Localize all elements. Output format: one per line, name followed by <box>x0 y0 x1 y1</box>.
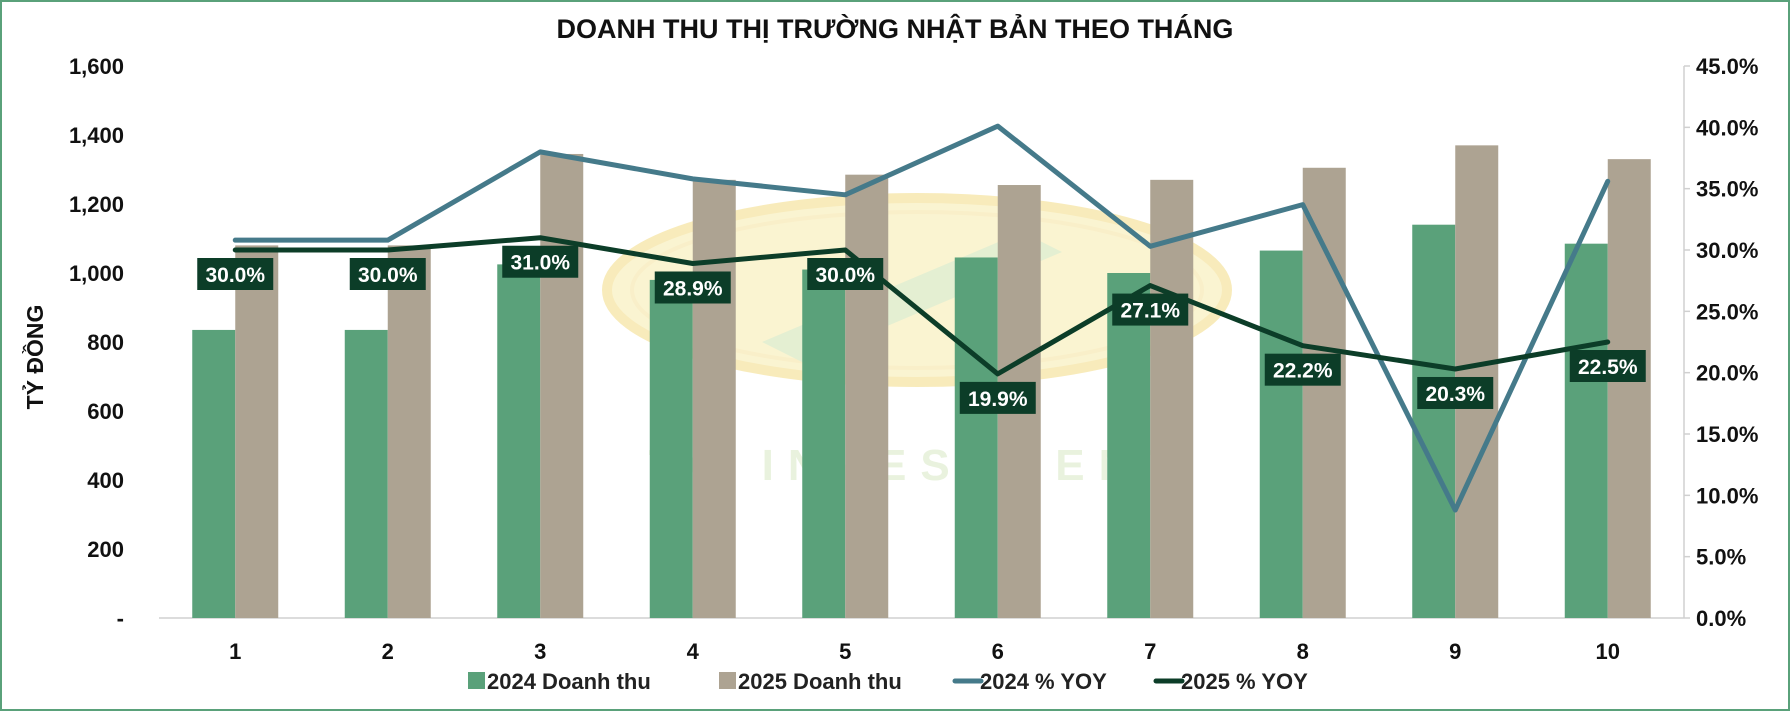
bar-2025-doanh-thu <box>1607 159 1651 618</box>
data-label: 28.9% <box>663 277 723 300</box>
y2-tick-label: 35.0% <box>1696 177 1758 202</box>
y-tick-label: 1,600 <box>69 54 124 79</box>
bar-2025-doanh-thu <box>845 174 889 619</box>
y2-tick-label: 5.0% <box>1696 545 1746 570</box>
legend-swatch <box>468 672 485 689</box>
bar-2024-doanh-thu <box>1107 273 1151 618</box>
x-tick-label: 6 <box>992 639 1004 664</box>
y2-tick-label: 30.0% <box>1696 238 1758 263</box>
y2-tick-label: 10.0% <box>1696 483 1758 508</box>
y-tick-label: 400 <box>87 468 124 493</box>
data-label: 30.0% <box>815 264 875 287</box>
y-axis-label: TỶ ĐỒNG <box>20 305 48 410</box>
data-label-box <box>1417 376 1494 409</box>
watermark-text: TC INVESTMENT <box>649 441 1185 490</box>
data-label-box <box>807 258 884 290</box>
bar-2024-doanh-thu <box>192 329 236 618</box>
y2-tick-label: 40.0% <box>1696 115 1758 140</box>
data-label-box <box>502 245 579 278</box>
y-tick-label: 1,200 <box>69 192 124 217</box>
bar-2025-doanh-thu <box>1302 167 1346 618</box>
y-tick-label: 1,000 <box>69 261 124 286</box>
y-tick-label: 1,400 <box>69 123 124 148</box>
data-label-box <box>197 258 274 290</box>
bar-2025-doanh-thu <box>235 245 279 618</box>
bar-2024-doanh-thu <box>497 264 541 618</box>
data-labels: 30.0% 30.0% 31.0% 28.9% 30.0% 19.9% 27.1% 22.2%… <box>197 245 1646 414</box>
bar-2025-doanh-thu <box>540 153 584 618</box>
y2-tick-label: 20.0% <box>1696 361 1758 386</box>
bars <box>192 145 1651 619</box>
x-axis-ticks: 1 2 3 4 5 6 7 8 9 10 <box>229 639 1620 664</box>
data-label: 20.3% <box>1425 383 1485 406</box>
x-tick-label: 5 <box>839 639 851 664</box>
x-tick-label: 4 <box>687 639 700 664</box>
lines <box>232 123 1611 513</box>
bar-2024-doanh-thu <box>344 329 388 618</box>
legend-label: 2024 Doanh thu <box>487 669 651 694</box>
data-label-box <box>1569 350 1646 382</box>
line-2025-yoy <box>232 235 1611 377</box>
bar-2024-doanh-thu <box>1412 224 1456 618</box>
y-tick-label: 800 <box>87 330 124 355</box>
bar-2024-doanh-thu <box>802 269 846 618</box>
data-label-box <box>349 258 426 290</box>
data-label: 30.0% <box>358 264 418 287</box>
x-tick-label: 8 <box>1297 639 1309 664</box>
y-axis-ticks: - 200 400 600 800 1,000 1,200 1,400 1,600 <box>69 54 124 631</box>
x-tick-label: 1 <box>229 639 241 664</box>
bar-2025-doanh-thu <box>1150 179 1194 618</box>
bar-2025-doanh-thu <box>692 179 736 618</box>
legend-label: 2025 Doanh thu <box>738 669 902 694</box>
data-label: 30.0% <box>205 264 265 287</box>
legend-label: 2024 % YOY <box>980 669 1107 694</box>
data-label-box <box>654 271 731 304</box>
y2-tick-label: 15.0% <box>1696 422 1758 447</box>
data-label: 22.2% <box>1273 360 1333 383</box>
y2-tick-label: 0.0% <box>1696 606 1746 631</box>
bar-2025-doanh-thu <box>387 245 431 618</box>
x-tick-label: 7 <box>1144 639 1156 664</box>
chart-title: DOANH THU THỊ TRƯỜNG NHẬT BẢN THEO THÁNG <box>557 12 1234 44</box>
y2-tick-label: 45.0% <box>1696 54 1758 79</box>
y2-tick-label: 25.0% <box>1696 299 1758 324</box>
y-tick-label: - <box>117 606 124 631</box>
bar-2024-doanh-thu <box>954 257 998 618</box>
y-tick-label: 200 <box>87 537 124 562</box>
data-label-box <box>959 381 1036 414</box>
data-label-box <box>1264 353 1341 386</box>
data-label: 31.0% <box>510 252 570 275</box>
x-tick-label: 9 <box>1449 639 1461 664</box>
bar-2024-doanh-thu <box>649 279 693 618</box>
y2-axis-ticks: 0.0% 5.0% 10.0% 15.0% 20.0% 25.0% 30.0% 35.0% 40… <box>1684 54 1758 631</box>
x-tick-label: 10 <box>1596 639 1620 664</box>
data-label-box <box>1112 293 1189 326</box>
x-tick-label: 2 <box>382 639 394 664</box>
bar-2024-doanh-thu <box>1564 243 1608 619</box>
data-label: 19.9% <box>968 388 1028 411</box>
x-tick-label: 3 <box>534 639 546 664</box>
bar-2024-doanh-thu <box>1259 250 1303 618</box>
y-tick-label: 600 <box>87 399 124 424</box>
legend: 2024 Doanh thu 2025 Doanh thu 2024 % YOY 20… <box>468 669 1308 694</box>
legend-swatch <box>719 672 736 689</box>
legend-label: 2025 % YOY <box>1181 669 1308 694</box>
data-label: 22.5% <box>1578 356 1638 379</box>
data-label: 27.1% <box>1120 300 1180 323</box>
